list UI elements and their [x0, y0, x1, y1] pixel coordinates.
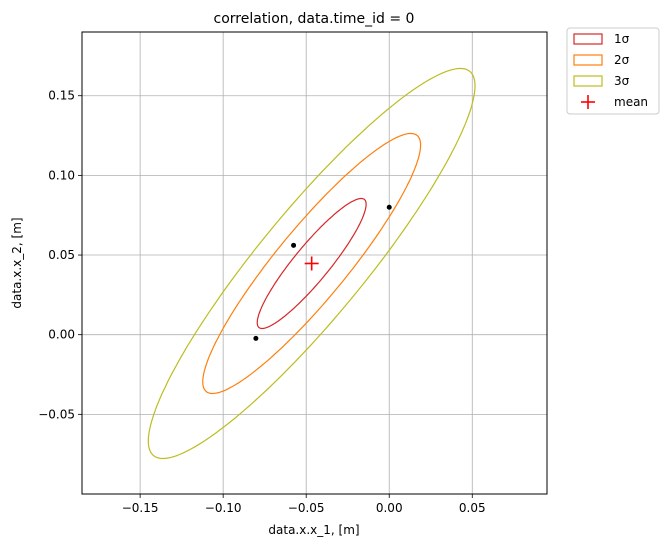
legend-swatch	[573, 75, 603, 87]
grid	[82, 32, 547, 494]
data-point	[386, 204, 392, 210]
legend-label: mean	[614, 95, 648, 109]
x-axis-label: data.x.x_1, [m]	[268, 523, 359, 537]
plot-frame	[81, 31, 548, 495]
x-tick-label: −0.15	[122, 501, 159, 515]
legend-label: 2σ	[614, 53, 630, 67]
chart-title: correlation, data.time_id = 0	[214, 11, 415, 27]
legend-label: 1σ	[614, 32, 630, 46]
data-points	[253, 204, 392, 341]
y-tick-label: 0.10	[48, 168, 75, 182]
y-axis-ticks: −0.05 0.00 0.05 0.10 0.15	[38, 89, 82, 421]
x-axis-ticks: −0.15 −0.10 −0.05 0.00 0.05	[122, 494, 486, 515]
y-tick-label: 0.00	[48, 328, 75, 342]
y-tick-label: −0.05	[38, 407, 75, 421]
data-point	[291, 242, 297, 248]
x-tick-label: 0.00	[376, 501, 403, 515]
ellipses	[147, 67, 476, 460]
legend-swatch	[573, 33, 603, 45]
x-tick-label: −0.10	[205, 501, 242, 515]
legend-swatch	[573, 54, 603, 66]
mean-marker	[304, 256, 319, 271]
y-tick-label: 0.05	[48, 248, 75, 262]
y-axis-label: data.x.x_2, [m]	[10, 217, 24, 308]
legend: 1σ 2σ 3σ mean	[566, 27, 660, 115]
x-tick-label: 0.05	[459, 501, 486, 515]
data-point	[253, 335, 259, 341]
y-tick-label: 0.15	[48, 89, 75, 103]
ellipse-1sigma	[256, 197, 367, 330]
x-tick-label: −0.05	[288, 501, 325, 515]
legend-frame	[566, 27, 660, 115]
ellipse-3sigma	[147, 67, 476, 460]
legend-label: 3σ	[614, 74, 630, 88]
ellipse-2sigma	[202, 132, 422, 395]
